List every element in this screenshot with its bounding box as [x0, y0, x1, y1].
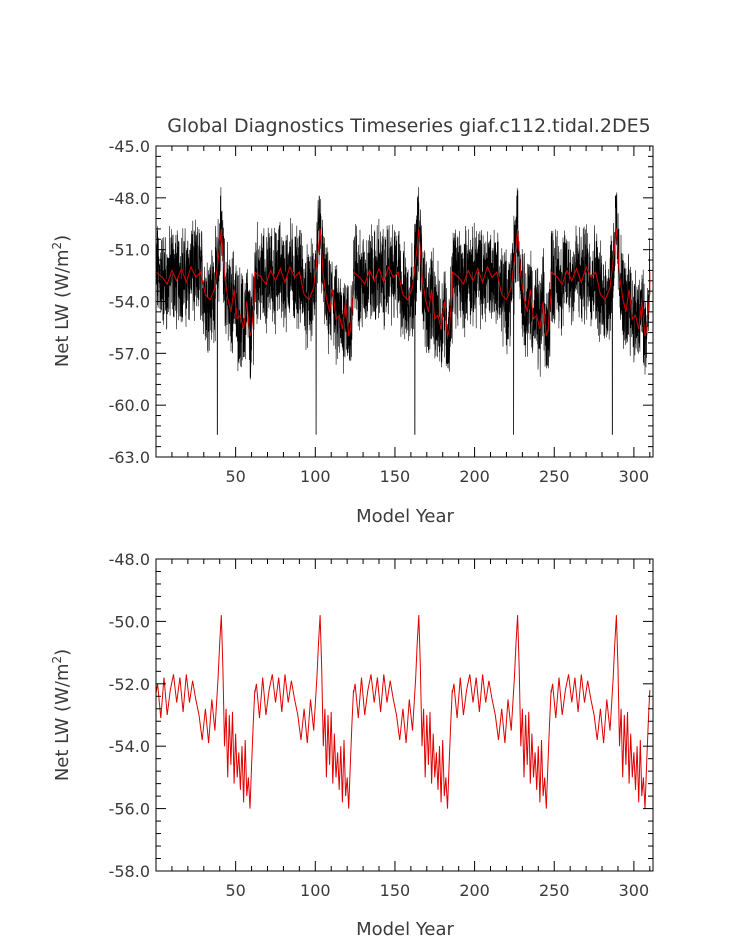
bottom-y-axis: -58.0 -56.0 -54.0 -52.0 -50.0 -48.0	[109, 550, 653, 881]
bottom-panel: -58.0 -56.0 -54.0 -52.0 -50.0 -48.0 50 100 150 2…	[50, 550, 654, 940]
top-ytick-label: -60.0	[109, 396, 150, 415]
bottom-xtick-label: 300	[619, 881, 650, 900]
bottom-ytick-label: -54.0	[109, 737, 150, 756]
bottom-x-axis-label: Model Year	[356, 919, 454, 940]
bottom-xtick-label: 200	[459, 881, 490, 900]
top-x-axis-label: Model Year	[356, 506, 454, 527]
bottom-ytick-label: -52.0	[109, 675, 150, 694]
bottom-y-axis-label-text: Net LW (W/m	[52, 664, 73, 782]
bottom-plot-frame	[155, 558, 654, 872]
top-ytick-label: -63.0	[109, 448, 150, 467]
top-y-axis-label: Net LW (W/m2)	[50, 235, 73, 367]
bottom-y-axis-label-superscript: 2	[50, 656, 64, 664]
bottom-ytick-label: -48.0	[109, 550, 150, 569]
bottom-y-axis-label: Net LW (W/m2)	[50, 649, 73, 781]
top-xtick-label: 300	[619, 467, 650, 486]
top-y-axis-label-text: Net LW (W/m	[52, 250, 73, 368]
top-xtick-label: 200	[459, 467, 490, 486]
bottom-plot-area	[155, 615, 651, 809]
monthly-series-line	[155, 187, 651, 435]
bottom-xtick-label: 250	[539, 881, 570, 900]
bottom-ytick-label: -56.0	[109, 800, 150, 819]
bottom-x-axis: 50 100 150 200 250 300	[171, 559, 651, 900]
top-ytick-label: -45.0	[109, 137, 150, 156]
top-y-axis: -63.0 -60.0 -57.0 -54.0 -51.0 -48.0 -45.0	[109, 137, 653, 467]
bottom-y-axis-label-close: )	[52, 649, 73, 656]
top-xtick-label: 50	[225, 467, 245, 486]
top-ytick-label: -54.0	[109, 293, 150, 312]
top-x-axis: 50 100 150 200 250 300	[171, 146, 651, 486]
bottom-xtick-label: 100	[300, 881, 331, 900]
top-plot-area	[155, 187, 651, 435]
top-xtick-label: 250	[539, 467, 570, 486]
top-ytick-label: -48.0	[109, 189, 150, 208]
top-xtick-label: 150	[380, 467, 411, 486]
bottom-annual-mean-line	[155, 615, 651, 809]
top-ytick-label: -51.0	[109, 241, 150, 260]
top-xtick-label: 100	[300, 467, 331, 486]
top-y-axis-label-superscript: 2	[50, 242, 64, 250]
bottom-ytick-label: -58.0	[109, 862, 150, 881]
bottom-ytick-label: -50.0	[109, 612, 150, 631]
bottom-xtick-label: 150	[380, 881, 411, 900]
top-y-axis-label-close: )	[52, 235, 73, 242]
top-ytick-label: -57.0	[109, 344, 150, 363]
chart-title: Global Diagnostics Timeseries giaf.c112.…	[167, 115, 650, 137]
top-panel: Global Diagnostics Timeseries giaf.c112.…	[50, 115, 654, 527]
top-annual-mean-line	[155, 228, 651, 337]
bottom-xtick-label: 50	[225, 881, 245, 900]
